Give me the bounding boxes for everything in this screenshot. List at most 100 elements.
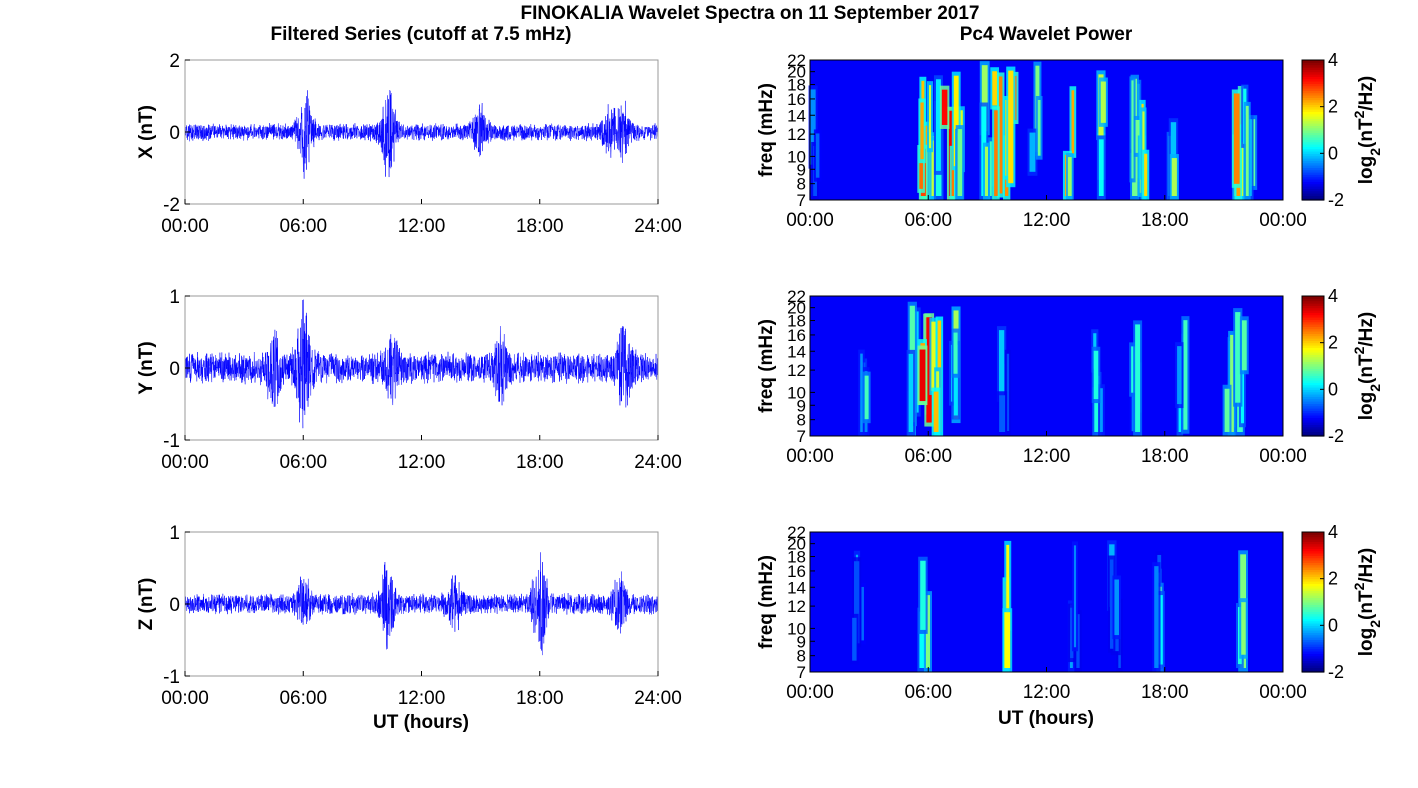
colorbar-segment: [1302, 186, 1324, 189]
heatmap-background: [810, 60, 1283, 200]
wavelet-streak: [1135, 324, 1141, 432]
right-column-title: Pc4 Wavelet Power: [960, 24, 1133, 45]
colorbar-segment: [1302, 146, 1324, 150]
xtick-label: 18:00: [516, 688, 564, 709]
wavelet-streak: [864, 375, 869, 420]
colorbar-segment: [1302, 95, 1324, 98]
wavelet-streak: [1144, 153, 1148, 196]
colorbar-segment: [1302, 151, 1324, 154]
wavelet-streak: [920, 102, 924, 160]
wavelet-streak: [852, 617, 857, 661]
wavelet-streak: [1240, 344, 1244, 424]
xtick-label: 06:00: [279, 688, 327, 709]
wavelet-streak: [1154, 566, 1159, 668]
colorbar-segment: [1302, 609, 1324, 612]
xtick-label: 18:00: [1141, 446, 1189, 467]
colorbar-segment: [1302, 655, 1324, 659]
colorbar-segment: [1302, 382, 1324, 386]
colorbar-segment: [1302, 639, 1324, 643]
wavelet-streak: [926, 317, 933, 423]
left-xlabel: UT (hours): [373, 712, 469, 733]
colorbar-segment: [1302, 99, 1324, 103]
colorbar-segment: [1302, 183, 1324, 187]
colorbar-segment: [1302, 111, 1324, 115]
colorbar-tick-label: -2: [1328, 190, 1344, 210]
ytick-label: 0: [169, 595, 180, 616]
colorbar-segment: [1302, 144, 1324, 147]
wavelet-streak: [854, 561, 860, 644]
freq-tick-label: 10: [787, 147, 806, 166]
wavelet-streak: [953, 332, 958, 374]
wavelet-streak: [928, 85, 932, 149]
wavelet-streak: [1235, 312, 1241, 403]
xtick-label: 12:00: [1023, 446, 1071, 467]
freq-tick-label: 7: [797, 191, 806, 210]
colorbar-segment: [1302, 296, 1324, 299]
colorbar-segment: [1302, 658, 1324, 661]
colorbar-segment: [1302, 424, 1324, 428]
colorbar-segment: [1302, 625, 1324, 629]
wavelet-streak: [1114, 579, 1119, 636]
colorbar-segment: [1302, 366, 1324, 369]
colorbar-segment: [1302, 90, 1324, 94]
colorbar-segment: [1302, 97, 1324, 101]
colorbar-segment: [1302, 616, 1324, 619]
colorbar-segment: [1302, 331, 1324, 334]
colorbar-segment: [1302, 578, 1324, 582]
colorbar-label: log2(nT2/Hz): [1351, 548, 1383, 656]
timeseries-panel-z: -1 0 1 00:00 06:00 12:00 18:00 24:00 Z (nT): [136, 523, 682, 709]
colorbar-segment: [1302, 560, 1324, 563]
wavelet-streak: [860, 353, 863, 432]
colorbar-segment: [1302, 637, 1324, 640]
xtick-label: 18:00: [1141, 210, 1189, 231]
xtick-label: 18:00: [516, 216, 564, 237]
colorbar-segment: [1302, 74, 1324, 77]
colorbar-segment: [1302, 646, 1324, 650]
colorbar-segment: [1302, 644, 1324, 647]
colorbar-segment: [1302, 667, 1324, 671]
freq-tick-label: 16: [787, 326, 806, 345]
ytick-label: 2: [169, 51, 180, 72]
xtick-label: 00:00: [161, 688, 209, 709]
wavelet-streak: [1006, 353, 1010, 432]
colorbar-segment: [1302, 321, 1324, 325]
colorbar-segment: [1302, 405, 1324, 409]
heatmap-background: [810, 532, 1283, 672]
ylabel: Z (nT): [136, 578, 157, 631]
wavelet-streak: [1093, 350, 1099, 400]
figure-title: FINOKALIA Wavelet Spectra on 11 Septembe…: [521, 3, 980, 24]
wavelet-streak: [1029, 132, 1036, 172]
colorbar-segment: [1302, 363, 1324, 367]
wavelet-streak: [908, 353, 914, 432]
colorbar-segment: [1302, 130, 1324, 133]
ytick-label: -1: [163, 431, 180, 452]
colorbar-segment: [1302, 356, 1324, 360]
colorbar-segment: [1302, 648, 1324, 652]
colorbar-segment: [1302, 415, 1324, 418]
colorbar-tick-label: -2: [1328, 662, 1344, 682]
colorbar-segment: [1302, 548, 1324, 552]
colorbar-segment: [1302, 300, 1324, 304]
colorbar-segment: [1302, 368, 1324, 372]
freq-tick-label: 10: [787, 619, 806, 638]
colorbar-segment: [1302, 422, 1324, 425]
freq-tick-label: 14: [787, 106, 806, 125]
wavelet-streak: [1073, 545, 1077, 648]
freq-tick-label: 10: [787, 383, 806, 402]
colorbar-segment: [1302, 585, 1324, 589]
colorbar-segment: [1302, 134, 1324, 138]
colorbar-label: log2(nT2/Hz): [1351, 76, 1383, 184]
colorbar-segment: [1302, 606, 1324, 610]
wavelet-streak: [1131, 80, 1134, 179]
colorbar-segment: [1302, 176, 1324, 180]
xtick-label: 06:00: [904, 210, 952, 231]
freq-ylabel: freq (mHz): [756, 555, 777, 649]
ytick-label: 0: [169, 359, 180, 380]
colorbar-segment: [1302, 431, 1324, 435]
colorbar-segment: [1302, 665, 1324, 668]
colorbar-segment: [1302, 592, 1324, 596]
colorbar-segment: [1302, 354, 1324, 358]
colorbar-segment: [1302, 588, 1324, 591]
colorbar-segment: [1302, 595, 1324, 598]
